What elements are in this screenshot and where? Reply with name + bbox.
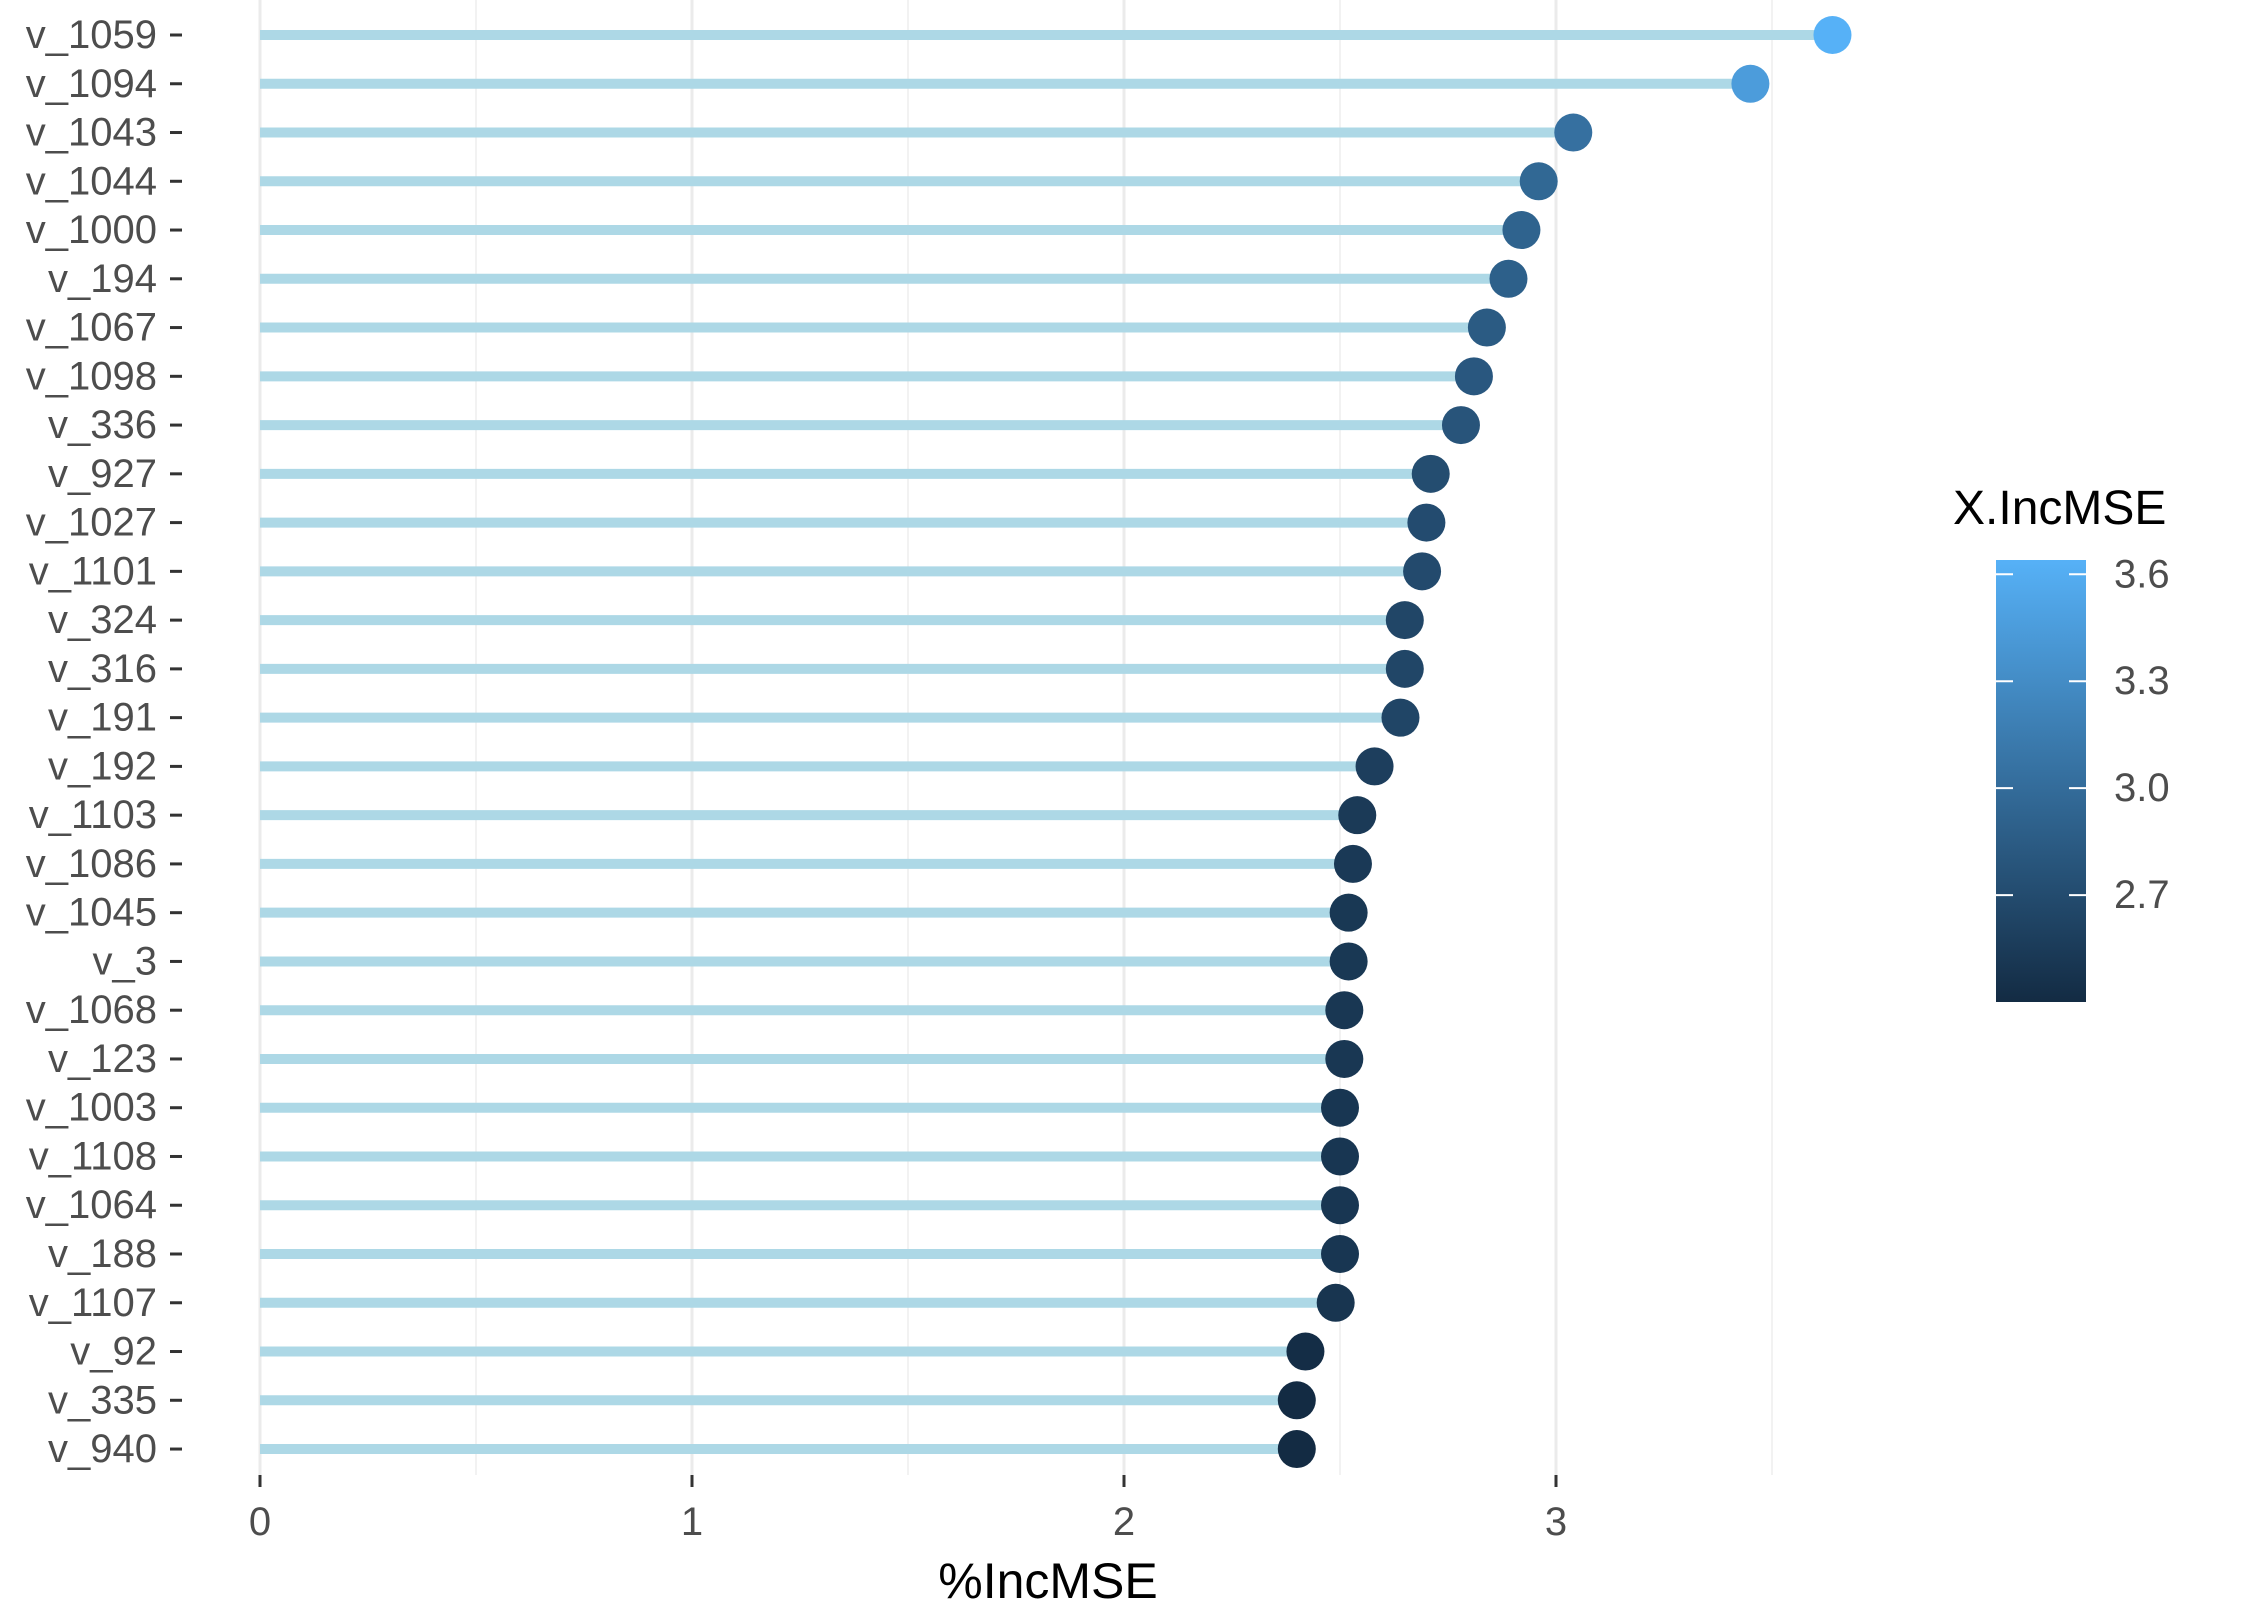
legend-tick-label: 3.3: [2114, 659, 2170, 703]
y-tick-label: v_336: [48, 403, 157, 447]
lollipop-point: [1316, 1283, 1355, 1322]
y-tick-label: v_92: [70, 1330, 157, 1374]
y-tick-label: v_1068: [26, 988, 157, 1032]
lollipop-point: [1321, 1186, 1359, 1225]
lollipop-point: [1329, 893, 1368, 932]
lollipop-point: [1731, 64, 1770, 103]
y-tick-label: v_1059: [26, 13, 157, 57]
y-tick-label: v_123: [48, 1037, 157, 1081]
point-layer: [1277, 16, 1852, 1469]
y-tick-label: v_188: [48, 1232, 157, 1276]
y-tick-label: v_1000: [26, 208, 157, 252]
legend-title: X.IncMSE: [1953, 482, 2166, 535]
y-tick-label: v_1094: [26, 62, 157, 106]
y-tick-label: v_324: [48, 598, 157, 642]
lollipop-point: [1502, 211, 1541, 250]
lollipop-point: [1385, 601, 1424, 640]
x-tick-label: 1: [681, 1500, 703, 1544]
y-tick-label: v_927: [48, 452, 157, 496]
lollipop-point: [1489, 259, 1528, 298]
x-tick-label: 2: [1113, 1500, 1135, 1544]
y-tick-label: v_1107: [29, 1281, 157, 1325]
y-tick-label: v_335: [48, 1378, 157, 1422]
grid-layer: [258, 0, 1773, 1475]
y-tick-label: v_1003: [26, 1086, 157, 1130]
lollipop-point: [1286, 1332, 1325, 1371]
lollipop-point: [1813, 16, 1852, 54]
y-tick-label: v_1027: [26, 501, 157, 545]
lollipop-point: [1321, 1137, 1359, 1176]
y-tick-label: v_316: [48, 647, 157, 691]
legend-colorbar: [1996, 560, 2086, 1002]
lollipop-point: [1329, 942, 1368, 981]
lollipop-point: [1441, 406, 1480, 445]
lollipop-point: [1325, 1039, 1364, 1078]
lollipop-point: [1325, 991, 1364, 1030]
lollipop-point: [1407, 503, 1446, 542]
lollipop-point: [1277, 1430, 1316, 1469]
legend-tick-label: 2.7: [2114, 873, 2170, 917]
lollipop-point: [1554, 113, 1593, 152]
y-tick-label: v_1043: [26, 111, 157, 155]
y-tick-label: v_1108: [29, 1134, 157, 1178]
y-tick-label: v_192: [48, 744, 157, 788]
lollipop-point: [1381, 698, 1420, 737]
x-tick-label: 0: [249, 1500, 271, 1544]
lollipop-point: [1355, 747, 1394, 786]
y-tick-label: v_1101: [29, 549, 157, 593]
y-tick-label: v_194: [48, 257, 157, 301]
y-tick-label: v_1098: [26, 354, 157, 398]
lollipop-point: [1519, 162, 1558, 201]
lollipop-point: [1338, 796, 1377, 835]
legend-tick-label: 3.0: [2114, 766, 2170, 810]
lollipop-point: [1454, 357, 1493, 396]
lollipop-point: [1277, 1381, 1316, 1420]
y-tick-label: v_1086: [26, 842, 157, 886]
lollipop-point: [1385, 649, 1424, 688]
lollipop-point: [1321, 1235, 1359, 1273]
x-axis-title: %IncMSE: [938, 1553, 1158, 1609]
y-tick-label: v_1044: [26, 159, 157, 203]
y-tick-label: v_191: [48, 696, 157, 740]
y-tick-label: v_1103: [29, 793, 157, 837]
lollipop-point: [1403, 552, 1442, 591]
y-tick-label: v_3: [93, 939, 158, 983]
legend-tick-label: 3.6: [2114, 552, 2170, 596]
lollipop-point: [1467, 308, 1506, 347]
color-legend: X.IncMSE 3.6 3.3 3.0 2.7: [1953, 482, 2170, 1002]
y-tick-label: v_940: [48, 1427, 157, 1471]
y-tick-label: v_1045: [26, 891, 157, 935]
lollipop-point: [1321, 1088, 1359, 1127]
segment-layer: [260, 30, 1833, 1455]
lollipop-point: [1333, 844, 1372, 883]
lollipop-point: [1411, 454, 1450, 493]
x-tick-label: 3: [1545, 1500, 1567, 1544]
x-axis: 0 1 2 3: [249, 1475, 1567, 1544]
y-tick-label: v_1064: [26, 1183, 157, 1227]
y-tick-label: v_1067: [26, 306, 157, 350]
